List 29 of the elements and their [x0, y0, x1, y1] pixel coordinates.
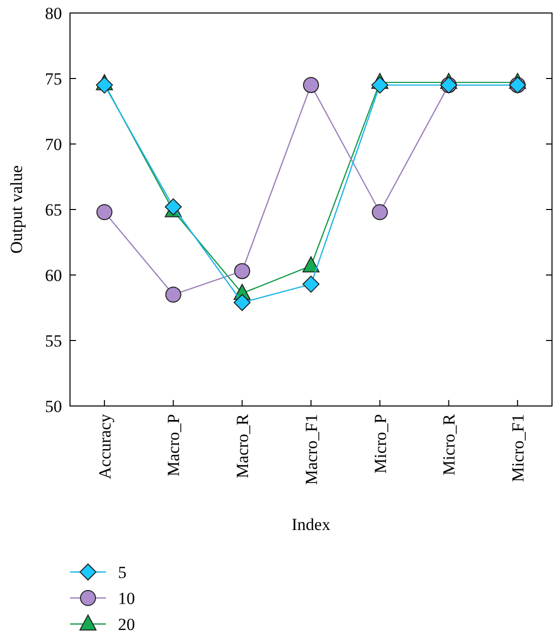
point — [234, 263, 250, 280]
point — [372, 204, 388, 220]
x-tick-label: Micro_F1 — [508, 414, 528, 482]
y-tick-label: 60 — [45, 266, 62, 285]
y-tick-label: 65 — [45, 200, 62, 220]
x-tick-label: Micro_R — [440, 413, 459, 476]
legend-label: 10 — [118, 588, 135, 608]
legend-label: 20 — [118, 614, 135, 634]
y-tick-label: 75 — [45, 69, 62, 88]
y-axis-title: Output value — [7, 165, 26, 254]
x-tick-label: Macro_F1 — [302, 414, 321, 485]
x-tick-label: Macro_P — [164, 414, 184, 476]
x-tick-label: Micro_P — [370, 414, 390, 474]
point — [96, 76, 113, 94]
point — [164, 198, 182, 216]
point — [96, 204, 112, 220]
point — [234, 294, 251, 312]
point — [165, 286, 182, 303]
legend-label: 5 — [118, 562, 126, 582]
y-tick-label: 50 — [45, 396, 62, 416]
point — [303, 77, 319, 94]
point — [302, 276, 320, 293]
x-axis-title: Index — [292, 515, 331, 534]
x-tick-label: Macro_R — [233, 413, 252, 478]
point — [371, 76, 388, 94]
x-tick-label: Accuracy — [95, 414, 114, 480]
y-tick-label: 80 — [45, 4, 62, 23]
y-tick-label: 70 — [45, 134, 62, 154]
y-tick-label: 55 — [45, 331, 62, 350]
